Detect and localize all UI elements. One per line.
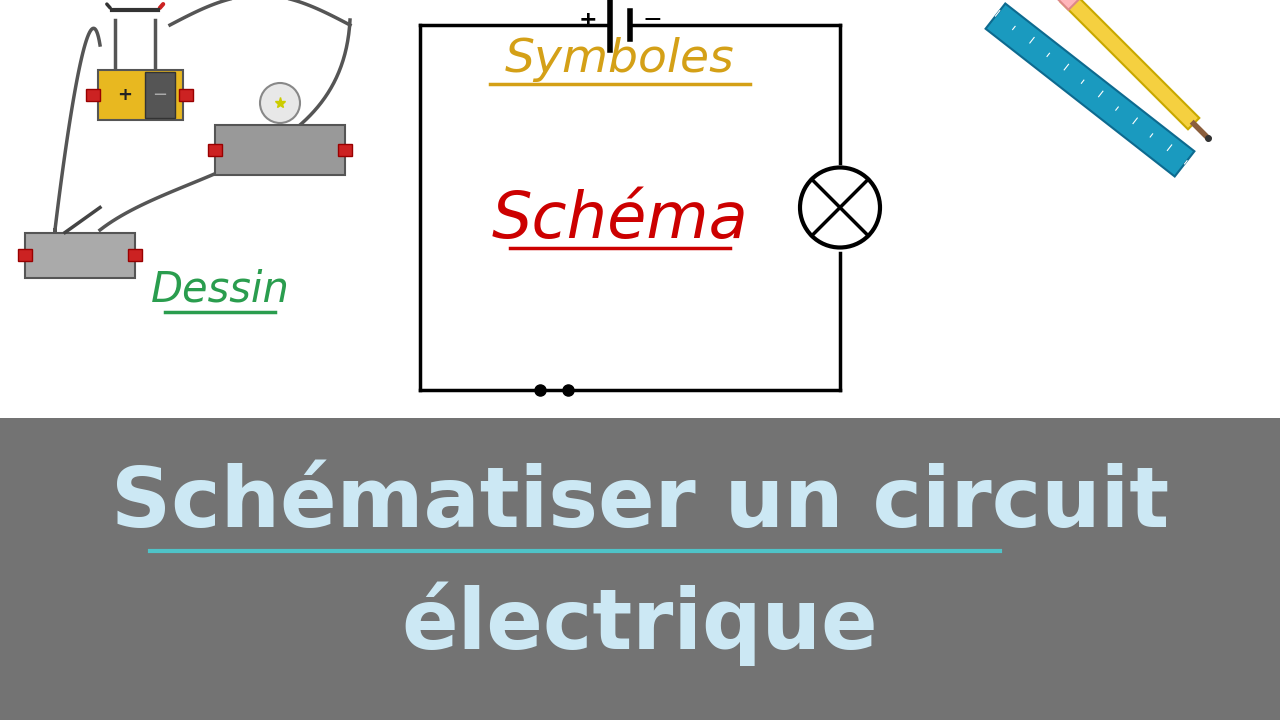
Polygon shape	[986, 4, 1194, 176]
Bar	[86, 89, 100, 101]
Bar	[18, 249, 32, 261]
Bar	[338, 144, 352, 156]
Bar	[145, 72, 175, 118]
Text: +: +	[118, 86, 133, 104]
Bar	[128, 249, 142, 261]
Bar	[207, 144, 221, 156]
Polygon shape	[1053, 0, 1080, 10]
Text: Dessin: Dessin	[151, 269, 289, 311]
Bar	[26, 233, 134, 277]
Text: Symboles: Symboles	[506, 37, 735, 83]
Text: Schématiser un circuit: Schématiser un circuit	[111, 463, 1169, 544]
Bar	[178, 89, 192, 101]
Text: électrique: électrique	[402, 582, 878, 666]
Bar	[0, 418, 1280, 720]
Text: +: +	[579, 10, 598, 30]
Circle shape	[260, 83, 300, 123]
Bar	[97, 70, 183, 120]
Bar	[215, 125, 346, 175]
Text: Schéma: Schéma	[492, 189, 749, 251]
Text: −: −	[152, 86, 168, 104]
Polygon shape	[1061, 0, 1199, 130]
Text: −: −	[643, 8, 662, 32]
